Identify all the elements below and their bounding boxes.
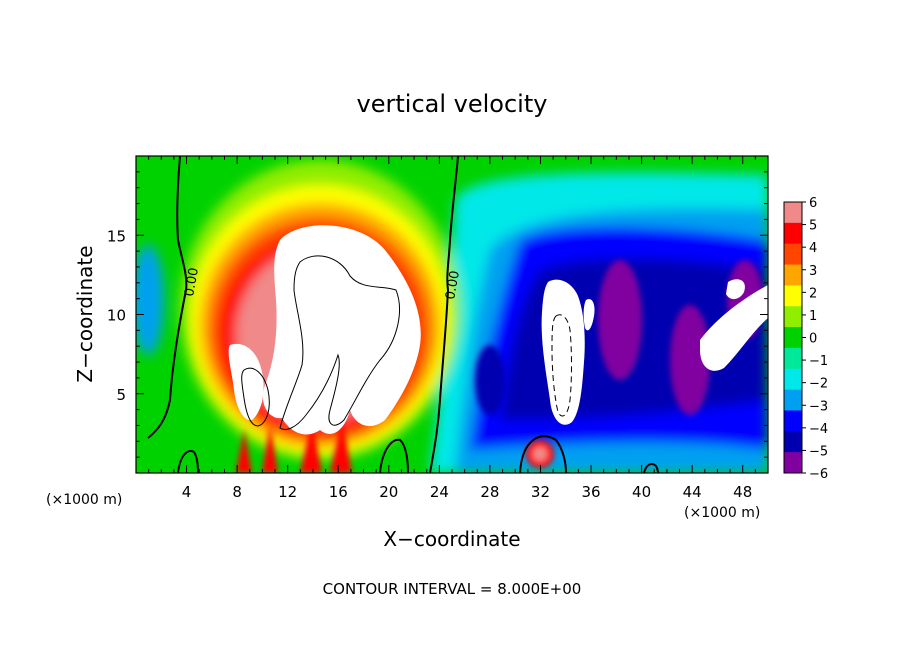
zero-contour-cell-40	[643, 463, 659, 473]
zero-contour-east	[429, 156, 459, 473]
colorbar-swatch	[784, 410, 802, 432]
zero-contour-cell-32	[519, 435, 567, 473]
colorbar-label: −2	[809, 377, 828, 392]
contour-8-main	[279, 255, 400, 430]
x-axis: 4 8 12 16 20 24 28 32 36 40 44 48	[148, 156, 756, 501]
colorbar-label: 6	[809, 196, 817, 211]
y-tick-label: 5	[116, 386, 126, 404]
zero-contour-west	[147, 156, 188, 439]
contour-label-west: 0.00	[182, 267, 202, 298]
x-tick-label: 44	[683, 483, 702, 501]
x-tick-label: 40	[632, 483, 651, 501]
contour-neg8	[551, 314, 572, 417]
y-axis-label: Z−coordinate	[73, 245, 97, 382]
colorbar-swatch	[784, 431, 802, 453]
colorbar-label: −5	[809, 444, 828, 459]
x-tick-label: 8	[232, 483, 242, 501]
contour-label-east: 0.00	[443, 270, 463, 301]
x-tick-label: 20	[379, 483, 398, 501]
x-tick-label: 4	[182, 483, 192, 501]
colorbar: 6 5 4 3 2 1 0 −1 −2 −3 −4 −5 −6	[783, 196, 828, 482]
colorbar-label: −3	[809, 399, 828, 414]
x-unit-right: (×1000 m)	[684, 505, 760, 521]
x-tick-label: 24	[430, 483, 449, 501]
plot-area	[136, 156, 768, 473]
x-tick-label: 28	[480, 483, 499, 501]
colorbar-swatch	[784, 452, 802, 474]
x-axis-label: X−coordinate	[383, 527, 520, 551]
colorbar-label: 5	[809, 219, 817, 234]
colorbar-swatch	[784, 222, 802, 245]
colorbar-label: −1	[809, 354, 828, 369]
colorbar-label: −6	[809, 467, 828, 482]
colorbar-swatch	[784, 306, 802, 328]
colorbar-swatch	[784, 327, 802, 349]
x-tick-label: 36	[581, 483, 600, 501]
contour-8-west	[241, 367, 270, 427]
y-tick-label: 10	[107, 307, 126, 325]
colorbar-swatch	[784, 243, 802, 266]
x-tick-label: 32	[531, 483, 550, 501]
colorbar-swatch	[784, 389, 802, 411]
zero-contour-cell-4	[177, 450, 199, 473]
colorbar-swatch	[784, 202, 802, 224]
colorbar-label: 2	[809, 286, 817, 301]
y-tick-label: 15	[107, 227, 126, 245]
x-tick-label: 12	[278, 483, 297, 501]
x-tick-label: 16	[329, 483, 348, 501]
colorbar-swatch	[784, 368, 802, 391]
colorbar-label: 1	[809, 309, 817, 324]
x-tick-label: 48	[733, 483, 752, 501]
colorbar-label: 3	[809, 264, 817, 279]
chart-title: vertical velocity	[357, 90, 548, 118]
contour-interval-note: CONTOUR INTERVAL = 8.000E+00	[323, 580, 582, 598]
y-axis: 5 10 15	[107, 171, 768, 458]
colorbar-label: −4	[809, 422, 828, 437]
offscale-regions	[228, 225, 768, 435]
colorbar-label: 4	[809, 241, 817, 256]
colorbar-swatch	[784, 347, 802, 370]
colorbar-label: 0	[809, 332, 817, 347]
colorbar-swatch	[784, 264, 802, 286]
contour-lines	[147, 156, 659, 473]
colorbar-swatch	[784, 285, 802, 307]
x-unit-left: (×1000 m)	[46, 492, 122, 508]
zero-contour-cell-20	[379, 438, 409, 473]
